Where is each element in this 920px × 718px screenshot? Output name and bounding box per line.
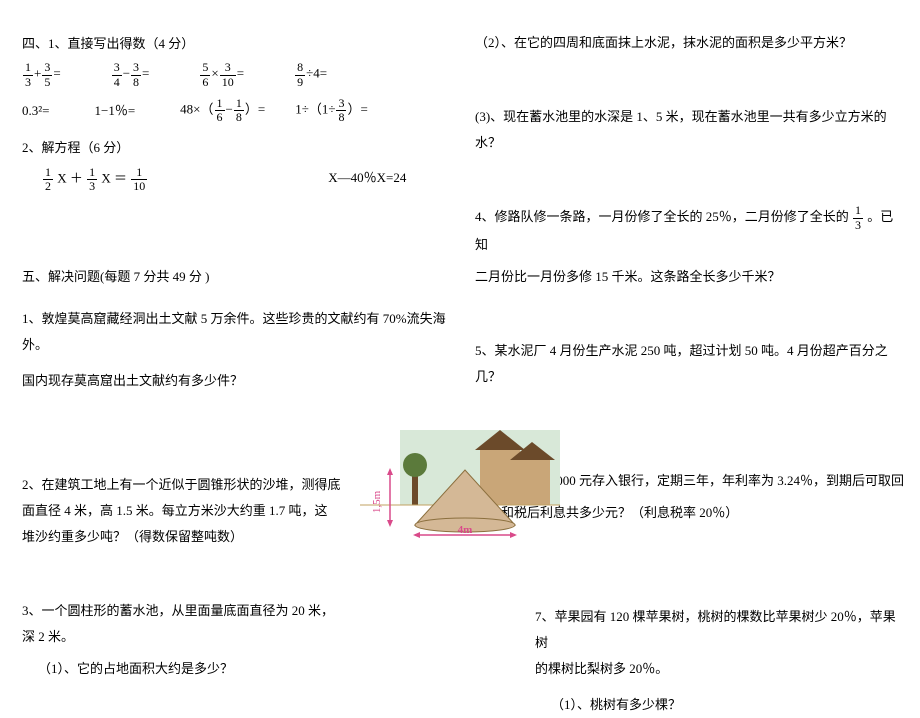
calc-1b: 34−38= — [111, 61, 150, 88]
sand-pile-svg: 1,5m 4m — [360, 430, 560, 540]
problem-5: 5、某水泥厂 4 月份生产水泥 250 吨，超过计划 50 吨。4 月份超产百分… — [475, 338, 905, 390]
calc-2a: 0.3²= — [22, 99, 49, 122]
p3-sub3: (3)、现在蓄水池里的水深是 1、5 米，现在蓄水池里一共有多少立方米的水？ — [475, 104, 905, 156]
calc-2c: 48×（16−18）= — [180, 97, 265, 124]
p3-line2: 深 2 米。 — [22, 624, 452, 650]
equation-1: 12 X ＋ 13 X ＝ 110 — [22, 166, 148, 193]
problem-3: 3、一个圆柱形的蓄水池，从里面量底面直径为 20 米， 深 2 米。 （1）、它… — [22, 598, 452, 682]
problem-1: 1、敦煌莫高窟藏经洞出土文献 5 万余件。这些珍贵的文献约有 70%流失海外。 … — [22, 306, 452, 394]
p3-line1: 3、一个圆柱形的蓄水池，从里面量底面直径为 20 米， — [22, 598, 452, 624]
p7-line1: 7、苹果园有 120 棵苹果树，桃树的棵数比苹果树少 20％，苹果树 — [535, 604, 905, 656]
p3-sub2: （2）、在它的四周和底面抹上水泥，抹水泥的面积是多少平方米？ — [475, 30, 905, 56]
calc-row-1: 13+35= 34−38= 56×310= 89÷4= — [22, 61, 452, 88]
calc-1d: 89÷4= — [294, 61, 327, 88]
problem-7: 7、苹果园有 120 棵苹果树，桃树的棵数比苹果树少 20％，苹果树 的棵树比梨… — [475, 604, 905, 718]
equation-2: X—40％X=24 — [328, 166, 406, 193]
calc-2d: 1÷（1÷38）= — [295, 97, 368, 124]
p1-line1: 1、敦煌莫高窟藏经洞出土文献 5 万余件。这些珍贵的文献约有 70%流失海外。 — [22, 306, 452, 358]
equation-header: 2、解方程（6 分） — [22, 136, 452, 159]
calc-1c: 56×310= — [199, 61, 244, 88]
width-label: 4m — [458, 524, 473, 536]
calc-row-2: 0.3²= 1−1％= 48×（16−18）= 1÷（1÷38）= — [22, 97, 452, 124]
height-label: 1,5m — [371, 490, 383, 513]
p4-line1: 4、修路队修一条路，一月份修了全长的 25％，二月份修了全长的 13 。已知 — [475, 204, 905, 258]
right-column: （2）、在它的四周和底面抹上水泥，抹水泥的面积是多少平方米？ (3)、现在蓄水池… — [475, 20, 905, 718]
equation-row: 12 X ＋ 13 X ＝ 110 X—40％X=24 — [22, 166, 452, 193]
section5-header: 五、解决问题(每题 7 分共 49 分 ) — [22, 265, 452, 288]
p7-sub1: （1）、桃树有多少棵？ — [535, 692, 905, 718]
problem-4: 4、修路队修一条路，一月份修了全长的 25％，二月份修了全长的 13 。已知 二… — [475, 204, 905, 290]
calc-2b: 1−1％= — [94, 99, 135, 122]
p1-line2: 国内现存莫高窟出土文献约有多少件？ — [22, 368, 452, 394]
sand-pile-illustration: 1,5m 4m — [360, 430, 560, 540]
p4-line2: 二月份比一月份多修 15 千米。这条路全长多少千米？ — [475, 264, 905, 290]
left-column: 四、1、直接写出得数（4 分） 13+35= 34−38= 56×310= 89… — [22, 20, 452, 682]
p3-sub1: （1）、它的占地面积大约是多少？ — [22, 656, 452, 682]
calc-1a: 13+35= — [22, 61, 61, 88]
section4-header: 四、1、直接写出得数（4 分） — [22, 32, 452, 55]
